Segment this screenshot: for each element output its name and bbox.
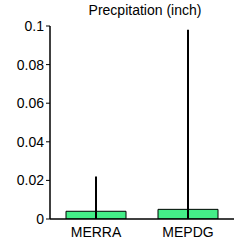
svg-text:0.1: 0.1 (25, 18, 45, 34)
svg-text:0.08: 0.08 (17, 57, 44, 73)
html-text:Precpitation (inch): Precpitation (inch) (88, 2, 202, 18)
svg-text:0.04: 0.04 (17, 134, 44, 150)
svg-text:MEPDG: MEPDG (162, 224, 213, 240)
svg-text:0.02: 0.02 (17, 172, 44, 188)
svg-text:0.06: 0.06 (17, 95, 44, 111)
svg-text:MERRA: MERRA (71, 224, 122, 240)
svg-text:0: 0 (36, 211, 44, 227)
